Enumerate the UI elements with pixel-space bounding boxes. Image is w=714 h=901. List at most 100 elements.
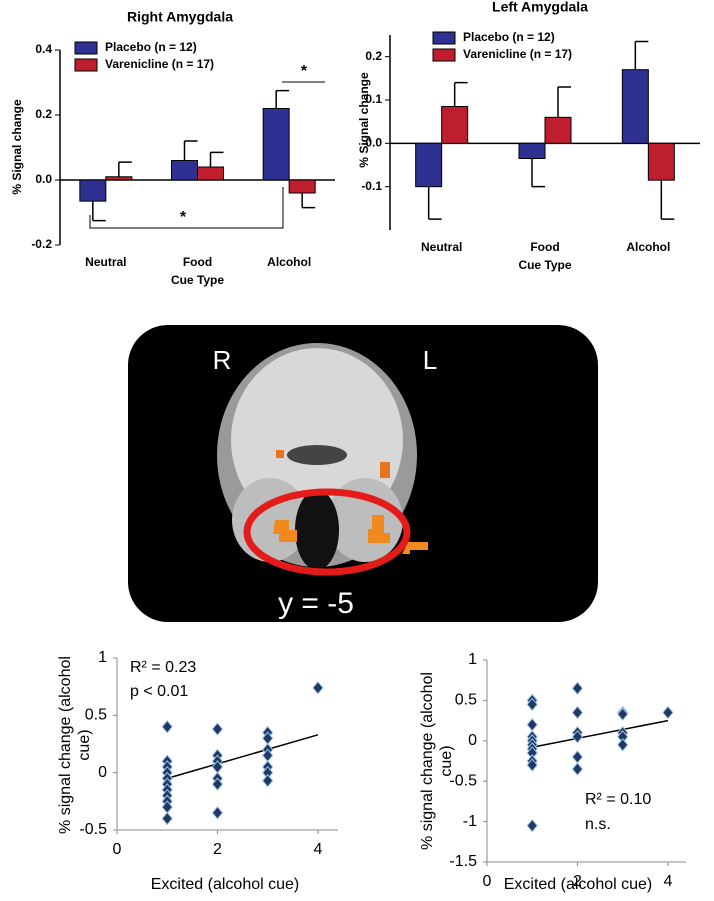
bar (518, 142, 546, 159)
point (526, 818, 538, 833)
point (262, 773, 274, 788)
error-bar (427, 186, 442, 220)
x-tick-label: Alcohol (267, 255, 311, 269)
y-axis-label: % signal change (alcohol cue) (57, 656, 93, 834)
x-tick-label: 4 (313, 841, 322, 858)
y-tick-label: 0 (98, 764, 107, 781)
y-tick-label: 0.0 (365, 136, 382, 150)
y-tick-label: -1.5 (449, 853, 477, 870)
point (662, 705, 674, 720)
y-tick-label: 0.2 (365, 49, 382, 63)
point (571, 681, 584, 696)
point (617, 738, 629, 752)
error-bar (301, 193, 316, 209)
error-bar (660, 180, 675, 220)
ventricle (287, 445, 347, 465)
bar (544, 116, 572, 144)
x-tick-label: 2 (573, 873, 582, 890)
bar (441, 106, 469, 144)
x-tick-label: Neutral (421, 240, 462, 254)
x-tick-label: Alcohol (626, 240, 670, 254)
x-axis-label: Cue Type (518, 258, 571, 272)
chart-title: Right Amygdala (127, 9, 233, 25)
y-tick-label: 0.5 (85, 707, 107, 724)
x-tick-label: 4 (663, 873, 672, 890)
y-axis-label: % Signal change (357, 72, 371, 168)
x-axis-label: Excited (alcohol cue) (504, 876, 653, 893)
error-bar (453, 81, 468, 107)
y-axis-label: % Signal change (10, 99, 24, 195)
legend-label: Placebo (n = 12) (463, 30, 555, 44)
bar (197, 166, 224, 181)
y-tick-label: 0.5 (455, 692, 477, 709)
error-bar (209, 151, 224, 167)
trendline (532, 719, 669, 748)
point (571, 762, 584, 776)
legend-label: Varenicline (n = 17) (105, 57, 214, 71)
activation (276, 450, 284, 458)
point (571, 729, 584, 744)
significance-label: * (301, 63, 308, 80)
bar (262, 108, 290, 181)
point (161, 811, 173, 826)
significance-label: * (180, 209, 187, 226)
point (617, 707, 629, 721)
chart-title: Left Amygdala (492, 0, 588, 15)
legend-label: Varenicline (n = 17) (463, 47, 572, 61)
x-tick-label: Food (183, 255, 212, 269)
legend-swatch (74, 41, 98, 55)
point (211, 806, 224, 820)
point (211, 722, 224, 736)
hemisphere-label: R (213, 345, 232, 375)
bar (79, 179, 107, 202)
annotation: p < 0.01 (130, 683, 188, 700)
legend-swatch (432, 31, 456, 45)
hemisphere-label: L (423, 345, 437, 375)
y-tick-label: -0.5 (79, 821, 107, 838)
legend-swatch (432, 48, 456, 62)
y-axis-label: % signal change (alcohol cue) (419, 672, 455, 850)
y-tick-label: 1 (98, 649, 107, 666)
x-tick-label: 2 (213, 841, 222, 858)
bar (105, 176, 133, 181)
bar (647, 142, 675, 181)
x-axis-label: Cue Type (171, 273, 224, 287)
y-tick-label: -1 (463, 813, 477, 830)
significance-bracket (89, 187, 284, 229)
x-tick-label: Food (530, 240, 559, 254)
bar (171, 160, 198, 181)
y-tick-label: 0.1 (365, 92, 382, 106)
y-tick-label: 0.2 (35, 107, 52, 121)
annotation: R² = 0.23 (130, 659, 196, 676)
x-axis-label: Excited (alcohol cue) (151, 876, 300, 893)
x-tick-label: Neutral (85, 255, 126, 269)
point (161, 720, 173, 734)
error-bar (275, 89, 290, 109)
y-tick-label: 0.0 (35, 172, 52, 186)
x-tick-label: 0 (483, 873, 492, 890)
point (571, 705, 584, 720)
legend-swatch (74, 58, 98, 72)
point (526, 758, 538, 772)
activation (368, 515, 390, 543)
point (526, 697, 538, 712)
y-tick-label: 1 (468, 651, 477, 668)
x-tick-label: 0 (113, 841, 122, 858)
bar (621, 69, 649, 144)
y-tick-label: -0.5 (449, 772, 477, 789)
brainstem-gap (295, 490, 339, 570)
activation (380, 462, 390, 478)
brain-image: R L y = -5 (128, 325, 598, 622)
error-bar (92, 201, 106, 222)
point (211, 777, 224, 791)
error-bar (531, 158, 545, 188)
y-tick-label: 0 (468, 732, 477, 749)
y-tick-label: -0.1 (361, 179, 382, 193)
point (526, 717, 538, 732)
point (312, 681, 324, 695)
y-tick-label: -0.2 (31, 237, 52, 251)
y-tick-label: 0.4 (35, 42, 52, 56)
highlight-ellipse (243, 488, 411, 576)
